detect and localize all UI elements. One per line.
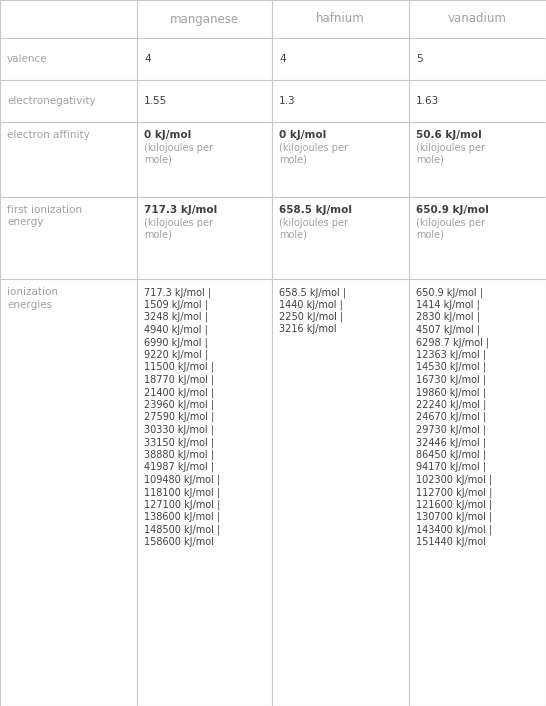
Text: 22240 kJ/mol |: 22240 kJ/mol | — [416, 400, 486, 410]
Text: 1440 kJ/mol |: 1440 kJ/mol | — [279, 299, 343, 310]
Text: valence: valence — [7, 54, 48, 64]
Text: 4940 kJ/mol |: 4940 kJ/mol | — [144, 325, 208, 335]
Text: (kilojoules per
mole): (kilojoules per mole) — [279, 143, 348, 164]
Text: 27590 kJ/mol |: 27590 kJ/mol | — [144, 412, 215, 422]
Text: 6990 kJ/mol |: 6990 kJ/mol | — [144, 337, 208, 347]
Text: 148500 kJ/mol |: 148500 kJ/mol | — [144, 525, 220, 535]
Text: 1414 kJ/mol |: 1414 kJ/mol | — [416, 299, 480, 310]
Text: 33150 kJ/mol |: 33150 kJ/mol | — [144, 437, 214, 448]
Text: 94170 kJ/mol |: 94170 kJ/mol | — [416, 462, 486, 472]
Text: 16730 kJ/mol |: 16730 kJ/mol | — [416, 374, 486, 385]
Text: 41987 kJ/mol |: 41987 kJ/mol | — [144, 462, 214, 472]
Text: 11500 kJ/mol |: 11500 kJ/mol | — [144, 362, 214, 373]
Text: (kilojoules per
mole): (kilojoules per mole) — [279, 218, 348, 239]
Text: 30330 kJ/mol |: 30330 kJ/mol | — [144, 424, 214, 435]
Text: first ionization
energy: first ionization energy — [7, 205, 82, 227]
Text: 5: 5 — [416, 54, 423, 64]
Text: 112700 kJ/mol |: 112700 kJ/mol | — [416, 487, 492, 498]
Text: (kilojoules per
mole): (kilojoules per mole) — [144, 218, 213, 239]
Text: hafnium: hafnium — [316, 13, 365, 25]
Text: 3216 kJ/mol: 3216 kJ/mol — [279, 325, 337, 335]
Text: 0 kJ/mol: 0 kJ/mol — [144, 130, 191, 140]
Text: 130700 kJ/mol |: 130700 kJ/mol | — [416, 512, 492, 522]
Text: 6298.7 kJ/mol |: 6298.7 kJ/mol | — [416, 337, 489, 347]
Text: 2830 kJ/mol |: 2830 kJ/mol | — [416, 312, 480, 323]
Text: 717.3 kJ/mol |: 717.3 kJ/mol | — [144, 287, 211, 297]
Text: 19860 kJ/mol |: 19860 kJ/mol | — [416, 387, 486, 397]
Text: 4: 4 — [279, 54, 286, 64]
Text: 1.63: 1.63 — [416, 96, 439, 106]
Text: electronegativity: electronegativity — [7, 96, 96, 106]
Text: 151440 kJ/mol: 151440 kJ/mol — [416, 537, 486, 547]
Text: 4507 kJ/mol |: 4507 kJ/mol | — [416, 325, 480, 335]
Text: 2250 kJ/mol |: 2250 kJ/mol | — [279, 312, 343, 323]
Text: 118100 kJ/mol |: 118100 kJ/mol | — [144, 487, 220, 498]
Text: 12363 kJ/mol |: 12363 kJ/mol | — [416, 349, 486, 360]
Text: electron affinity: electron affinity — [7, 130, 90, 140]
Text: 127100 kJ/mol |: 127100 kJ/mol | — [144, 500, 221, 510]
Text: manganese: manganese — [170, 13, 239, 25]
Text: 50.6 kJ/mol: 50.6 kJ/mol — [416, 130, 482, 140]
Text: 658.5 kJ/mol |: 658.5 kJ/mol | — [279, 287, 346, 297]
Text: (kilojoules per
mole): (kilojoules per mole) — [144, 143, 213, 164]
Text: 138600 kJ/mol |: 138600 kJ/mol | — [144, 512, 220, 522]
Text: 1.55: 1.55 — [144, 96, 167, 106]
Text: 38880 kJ/mol |: 38880 kJ/mol | — [144, 450, 214, 460]
Text: 102300 kJ/mol |: 102300 kJ/mol | — [416, 474, 492, 485]
Text: (kilojoules per
mole): (kilojoules per mole) — [416, 218, 485, 239]
Text: 650.9 kJ/mol: 650.9 kJ/mol — [416, 205, 489, 215]
Text: 121600 kJ/mol |: 121600 kJ/mol | — [416, 500, 492, 510]
Text: 9220 kJ/mol |: 9220 kJ/mol | — [144, 349, 208, 360]
Text: 1509 kJ/mol |: 1509 kJ/mol | — [144, 299, 208, 310]
Text: 24670 kJ/mol |: 24670 kJ/mol | — [416, 412, 486, 422]
Text: 0 kJ/mol: 0 kJ/mol — [279, 130, 327, 140]
Text: 143400 kJ/mol |: 143400 kJ/mol | — [416, 525, 492, 535]
Text: 650.9 kJ/mol |: 650.9 kJ/mol | — [416, 287, 483, 297]
Text: 86450 kJ/mol |: 86450 kJ/mol | — [416, 450, 486, 460]
Text: ionization
energies: ionization energies — [7, 287, 58, 310]
Text: 4: 4 — [144, 54, 151, 64]
Text: vanadium: vanadium — [448, 13, 507, 25]
Text: 3248 kJ/mol |: 3248 kJ/mol | — [144, 312, 208, 323]
Text: 658.5 kJ/mol: 658.5 kJ/mol — [279, 205, 352, 215]
Text: 29730 kJ/mol |: 29730 kJ/mol | — [416, 424, 486, 435]
Text: 109480 kJ/mol |: 109480 kJ/mol | — [144, 474, 220, 485]
Text: 32446 kJ/mol |: 32446 kJ/mol | — [416, 437, 486, 448]
Text: 18770 kJ/mol |: 18770 kJ/mol | — [144, 374, 214, 385]
Text: 158600 kJ/mol: 158600 kJ/mol — [144, 537, 214, 547]
Text: 23960 kJ/mol |: 23960 kJ/mol | — [144, 400, 214, 410]
Text: 1.3: 1.3 — [279, 96, 295, 106]
Text: (kilojoules per
mole): (kilojoules per mole) — [416, 143, 485, 164]
Text: 14530 kJ/mol |: 14530 kJ/mol | — [416, 362, 486, 373]
Text: 717.3 kJ/mol: 717.3 kJ/mol — [144, 205, 217, 215]
Text: 21400 kJ/mol |: 21400 kJ/mol | — [144, 387, 214, 397]
